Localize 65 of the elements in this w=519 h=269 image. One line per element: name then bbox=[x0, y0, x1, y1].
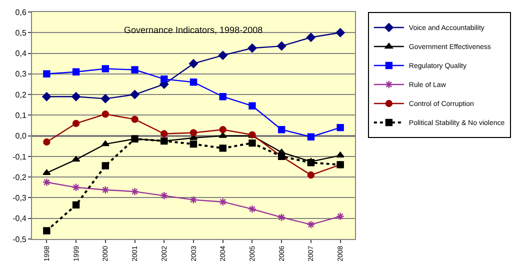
y-tick-label: 0,4 bbox=[15, 49, 27, 58]
point bbox=[336, 124, 344, 132]
point bbox=[102, 110, 110, 118]
point bbox=[248, 139, 256, 147]
point bbox=[248, 102, 256, 110]
point bbox=[42, 92, 52, 102]
point bbox=[42, 178, 51, 186]
point bbox=[190, 140, 198, 148]
point bbox=[218, 50, 228, 60]
point bbox=[277, 42, 286, 51]
point bbox=[218, 132, 227, 138]
point bbox=[72, 156, 80, 162]
y-tick-label: -0,2 bbox=[12, 172, 27, 182]
point bbox=[336, 28, 345, 38]
point bbox=[277, 213, 286, 222]
point bbox=[248, 204, 256, 214]
point bbox=[72, 183, 80, 192]
point bbox=[248, 44, 257, 53]
point bbox=[306, 220, 316, 229]
point bbox=[218, 198, 228, 206]
y-tick-label: 0,0 bbox=[15, 132, 27, 141]
point bbox=[219, 144, 226, 152]
point bbox=[72, 68, 80, 76]
point bbox=[102, 65, 110, 72]
point bbox=[160, 191, 168, 200]
point bbox=[43, 227, 50, 234]
point bbox=[100, 94, 110, 104]
point bbox=[72, 120, 80, 128]
point bbox=[278, 126, 286, 134]
point bbox=[160, 75, 168, 83]
point bbox=[130, 187, 139, 196]
point bbox=[43, 70, 50, 78]
point bbox=[307, 133, 315, 140]
y-tick-label: -0,5 bbox=[12, 234, 27, 244]
point bbox=[42, 169, 51, 176]
y-tick-label: 0,2 bbox=[15, 90, 27, 100]
y-tick-label: -0,1 bbox=[12, 152, 27, 162]
point bbox=[306, 32, 316, 42]
y-tick-label: 0,5 bbox=[15, 28, 27, 38]
point bbox=[101, 186, 110, 194]
text: Governance Indicators, 1998-2008 bbox=[124, 25, 263, 35]
point bbox=[219, 93, 226, 100]
y-tick-label: 0,3 bbox=[15, 70, 27, 79]
point bbox=[130, 90, 140, 100]
point bbox=[336, 152, 344, 158]
point bbox=[102, 162, 110, 170]
point bbox=[336, 212, 345, 220]
point bbox=[219, 126, 226, 134]
y-tick-label: -0,3 bbox=[12, 194, 27, 203]
point bbox=[43, 138, 50, 146]
point bbox=[190, 78, 198, 86]
point bbox=[131, 116, 138, 123]
point bbox=[72, 201, 80, 209]
point bbox=[72, 92, 81, 102]
y-tick-label: -0,4 bbox=[12, 214, 27, 224]
y-tick-label: 0,6 bbox=[15, 8, 27, 17]
point bbox=[160, 130, 168, 138]
point bbox=[190, 129, 198, 136]
point bbox=[101, 140, 110, 146]
point bbox=[189, 59, 198, 68]
y-tick-label: 0,1 bbox=[15, 110, 27, 120]
point bbox=[131, 66, 138, 74]
point bbox=[307, 171, 315, 179]
point bbox=[307, 159, 315, 166]
point bbox=[189, 196, 198, 204]
